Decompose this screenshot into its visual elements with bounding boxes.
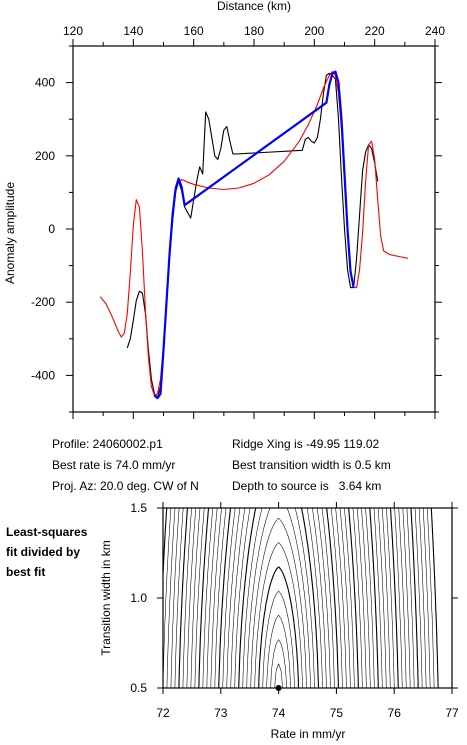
misfit-contour (163, 508, 395, 688)
misfit-contour (163, 508, 399, 688)
misfit-contour (218, 508, 339, 688)
fitted-segment-line (153, 70, 355, 400)
transition-width-text: Best transition width is 0.5 km (232, 458, 391, 472)
misfit-contours (163, 508, 439, 688)
projection-azimuth-text: Proj. Az: 20.0 deg. CW of N (52, 479, 199, 493)
profile-y-tick-label: 0 (48, 222, 55, 236)
misfit-contour (186, 508, 371, 688)
profile-plot-area (72, 45, 436, 413)
misfit-y-tick-label: 0.5 (130, 681, 147, 695)
misfit-y-tick-label: 1.0 (130, 591, 147, 605)
misfit-contour (250, 517, 307, 688)
profile-x-ticks: 120 140 160 180 200 220 240 (63, 24, 445, 419)
best-fit-marker (275, 685, 282, 691)
misfit-y-tick-label: 1.5 (130, 501, 147, 515)
misfit-contour (426, 508, 435, 688)
misfit-x-tick-label: 77 (445, 706, 459, 720)
misfit-note: Least-squares fit divided by best fit (6, 522, 106, 582)
misfit-contour (430, 508, 439, 688)
misfit-contour (182, 508, 375, 688)
misfit-contour (414, 508, 423, 688)
misfit-x-tick-label: 73 (214, 706, 228, 720)
misfit-contour (174, 508, 383, 688)
misfit-contour (210, 508, 347, 688)
misfit-contour (178, 508, 379, 688)
profile-x-tick-label: 200 (304, 24, 324, 38)
misfit-contour (234, 508, 323, 688)
misfit-contour-lines (163, 508, 439, 688)
profile-x-axis-label: Distance (km) (217, 0, 291, 13)
misfit-contour (206, 508, 351, 688)
profile-x-tick-label: 240 (425, 24, 445, 38)
misfit-chart: 72 73 74 75 76 77 1.5 1.0 0.5 Rate in mm/yr Tra… (99, 501, 459, 741)
observed-profile-line (126, 72, 379, 398)
ridge-crossing-text: Ridge Xing is -49.95 119.02 (232, 437, 380, 451)
profile-y-tick-label: 200 (35, 149, 55, 163)
misfit-contour (230, 508, 327, 688)
profile-y-ticks: 400 200 0 -200 -400 (31, 45, 442, 413)
profile-name-text: Profile: 24060002.p1 (52, 437, 163, 451)
misfit-contour (266, 615, 291, 688)
misfit-contour (198, 508, 359, 688)
profile-x-tick-label: 220 (365, 24, 385, 38)
misfit-contour (406, 508, 415, 688)
profile-x-tick-label: 160 (184, 24, 204, 38)
profile-y-tick-label: -400 (31, 368, 55, 382)
misfit-contour (214, 508, 343, 688)
misfit-contour (262, 590, 295, 688)
misfit-x-axis-label: Rate in mm/yr (271, 727, 346, 741)
misfit-contour (270, 639, 287, 688)
misfit-contour (402, 508, 411, 688)
misfit-contour (194, 508, 363, 688)
misfit-contour (242, 508, 315, 688)
misfit-contour (226, 508, 331, 688)
profile-series (99, 70, 409, 400)
profile-y-tick-label: 400 (35, 76, 55, 90)
misfit-x-tick-label: 72 (156, 706, 170, 720)
best-rate-text: Best rate is 74.0 mm/yr (52, 458, 176, 472)
misfit-contour (170, 508, 387, 688)
misfit-contour (422, 508, 431, 688)
misfit-y-ticks: 1.5 1.0 0.5 (130, 501, 458, 695)
model-profile-line (99, 71, 409, 397)
misfit-contour (398, 508, 407, 688)
misfit-contour (246, 508, 311, 688)
misfit-contour (190, 508, 367, 688)
profile-x-tick-label: 180 (244, 24, 264, 38)
profile-y-tick-label: -200 (31, 295, 55, 309)
profile-y-axis-label: Anomaly amplitude (3, 182, 17, 284)
misfit-contour (410, 508, 419, 688)
profile-chart: 120 140 160 180 200 220 240 400 200 0 -200 -400 Di… (3, 0, 445, 419)
misfit-note-line: fit divided by (6, 545, 81, 559)
misfit-contour (394, 508, 403, 688)
depth-to-source-text: Depth to source is 3.64 km (232, 479, 382, 493)
misfit-contour (258, 566, 300, 688)
misfit-contour (254, 542, 303, 688)
profile-x-tick-label: 120 (63, 24, 83, 38)
misfit-x-ticks: 72 73 74 75 76 77 (156, 502, 459, 720)
misfit-contour (166, 508, 391, 688)
misfit-contour (418, 508, 427, 688)
misfit-x-tick-label: 74 (272, 706, 286, 720)
misfit-x-tick-label: 75 (330, 706, 344, 720)
misfit-y-axis-label: Transition width in km (99, 540, 113, 656)
misfit-contour (274, 663, 283, 688)
misfit-note-line: best fit (6, 565, 46, 579)
misfit-plot-area (162, 507, 453, 689)
profile-x-tick-label: 140 (123, 24, 143, 38)
misfit-contour (222, 508, 335, 688)
misfit-note-line: Least-squares (6, 525, 88, 539)
misfit-contour (238, 508, 320, 688)
misfit-x-tick-label: 76 (388, 706, 402, 720)
misfit-contour (202, 508, 355, 688)
